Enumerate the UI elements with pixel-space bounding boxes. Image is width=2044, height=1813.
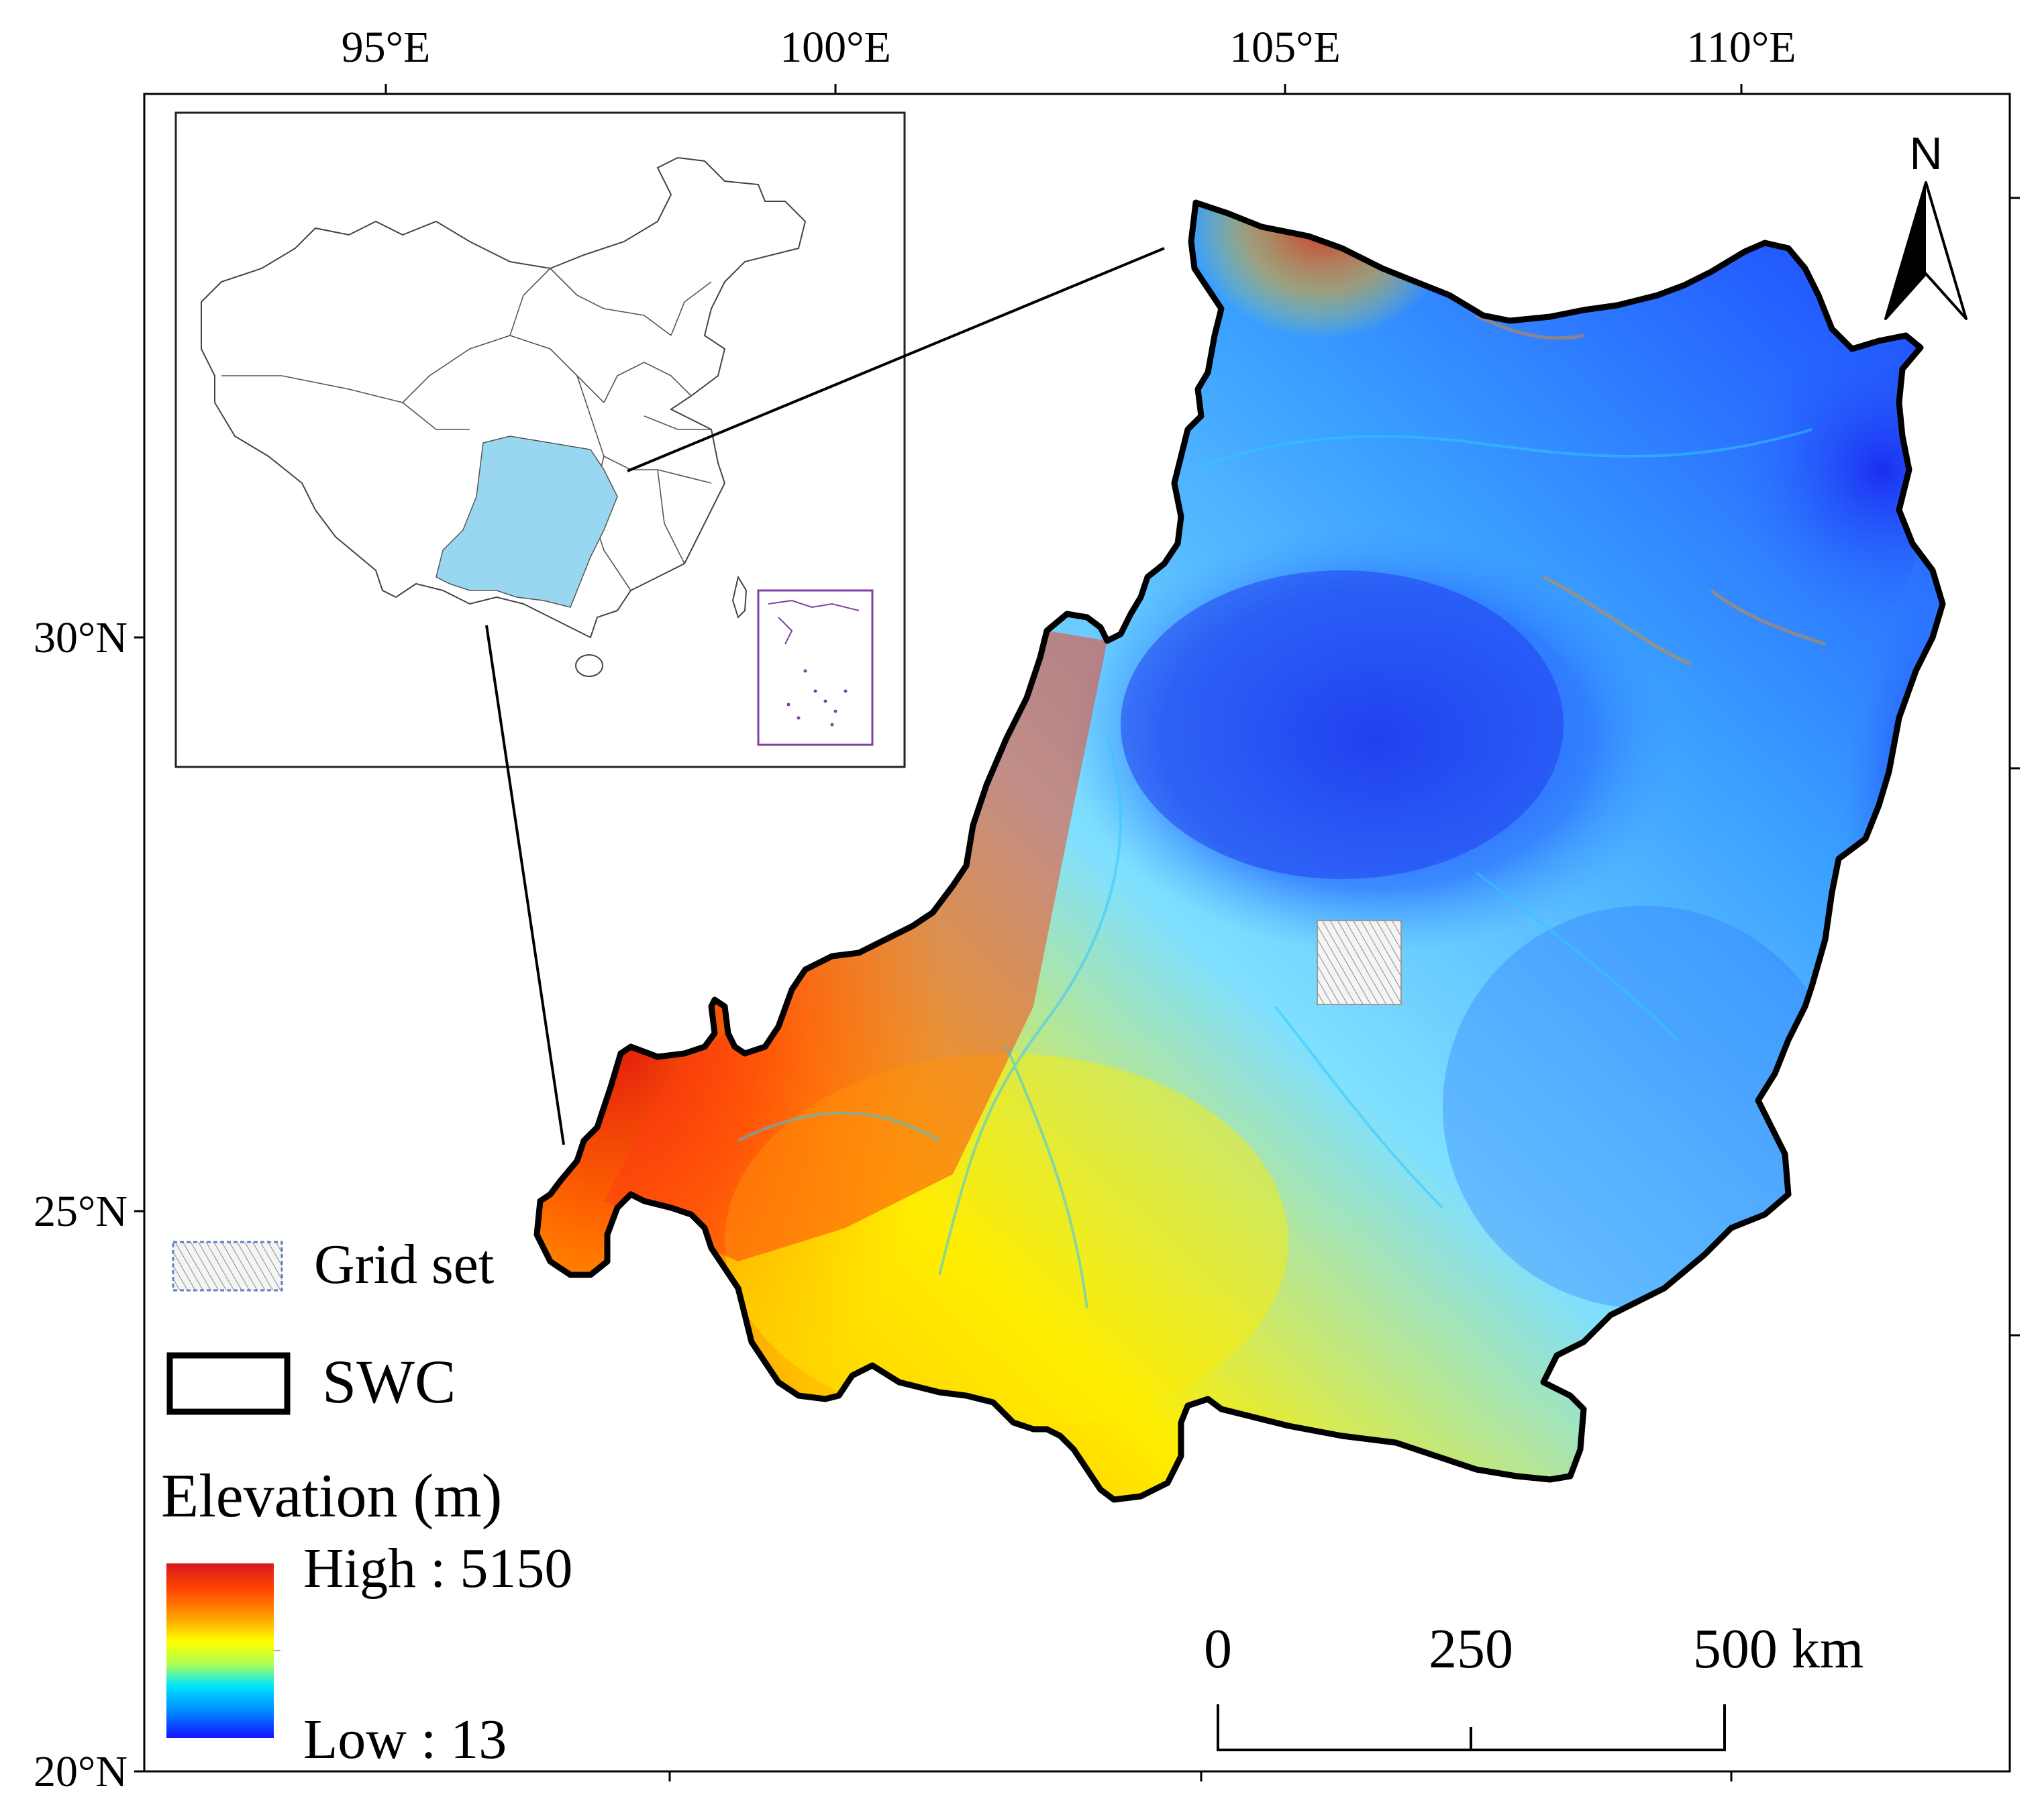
lon-label-95: 95°E [342,23,431,72]
legend: Grid set SWC Elevation (m) High : 5150 L… [161,1233,572,1771]
lon-label-105: 105°E [1229,23,1341,72]
scale-bar-tick-250: 250 [1429,1618,1513,1680]
lon-label-110: 110°E [1686,23,1796,72]
legend-low-label: Low : 13 [303,1708,507,1771]
scale-bar-tick-500: 500 km [1693,1618,1863,1680]
legend-swc-swatch [166,1352,291,1415]
inset-connector-top [627,247,1165,472]
lon-label-100: 100°E [780,23,891,72]
inset-taiwan [731,575,748,619]
legend-grid-set-label: Grid set [314,1233,494,1296]
map-frame [134,84,2020,1781]
inset-hainan [575,654,603,677]
lat-label-25: 25°N [34,1187,127,1236]
inset-connector-bottom [485,625,565,1145]
legend-elevation-ramp [166,1563,274,1738]
inset-south-china-sea-box [757,589,874,746]
lat-label-20: 20°N [34,1747,127,1796]
legend-grid-set-swatch [172,1241,283,1292]
legend-elevation-title: Elevation (m) [161,1461,502,1530]
inset-swc-region [436,435,618,608]
china-outline [201,156,807,639]
inset-map [174,111,906,768]
grid-set-area [1317,920,1402,1005]
legend-swc-label: SWC [322,1347,456,1416]
lat-label-30: 30°N [34,613,127,662]
scale-bar-tick-0: 0 [1204,1618,1232,1680]
north-arrow-label: N [1909,128,1942,179]
scale-bar: 0 250 500 km [1204,1618,1863,1751]
legend-high-label: High : 5150 [303,1537,572,1600]
north-arrow: N [1884,128,1968,320]
